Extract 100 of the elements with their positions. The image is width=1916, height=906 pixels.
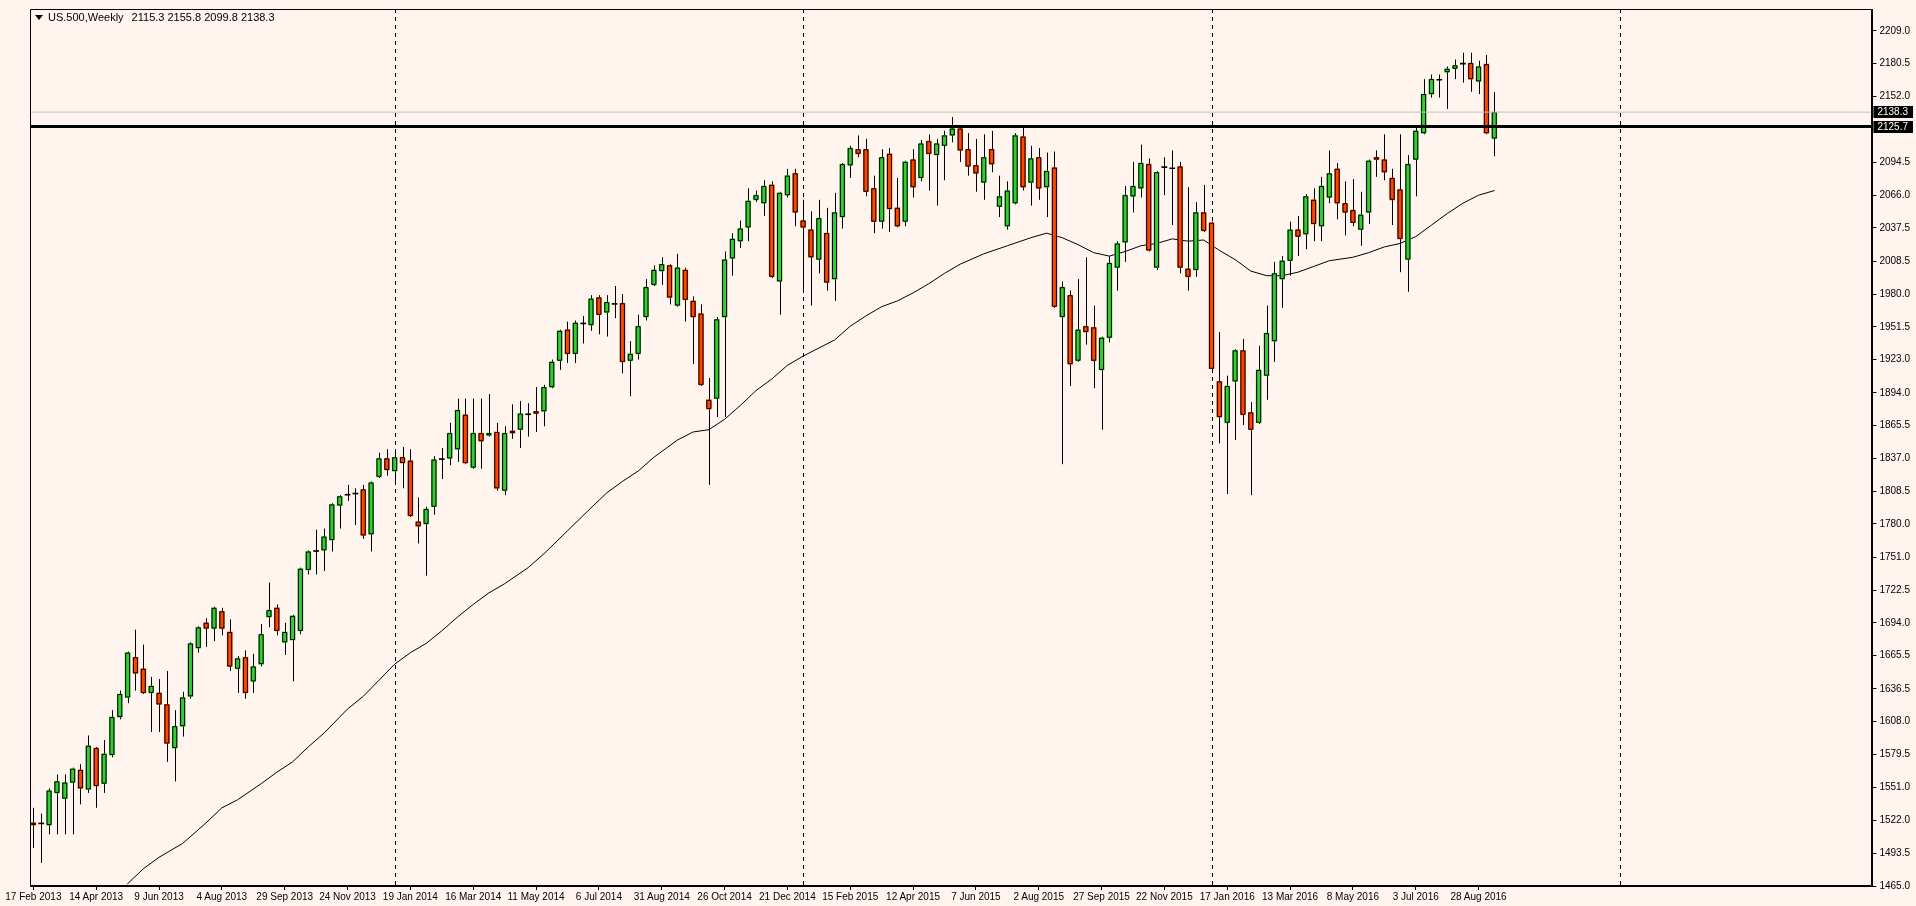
x-tick-label: 7 Jun 2015: [951, 890, 1002, 902]
candlestick: [171, 709, 178, 782]
candlestick: [517, 400, 524, 449]
candlestick: [839, 162, 846, 230]
x-tick-label: 28 Aug 2016: [1450, 890, 1508, 902]
candlestick: [1271, 261, 1278, 363]
candlestick: [525, 402, 532, 438]
y-tick-label: 1636.5: [1879, 682, 1911, 694]
candlestick: [1106, 255, 1113, 343]
candlestick: [1310, 187, 1317, 242]
candlestick: [281, 622, 288, 656]
candlestick: [368, 480, 374, 553]
candlestick: [266, 582, 272, 628]
candlestick: [1192, 201, 1199, 278]
candlestick: [556, 329, 563, 371]
y-tick-label: 1951.5: [1879, 320, 1911, 332]
candlestick: [596, 294, 602, 335]
candlestick: [1373, 149, 1380, 178]
candlestick: [878, 148, 885, 230]
candlestick: [77, 763, 84, 805]
candlestick: [910, 148, 916, 198]
candlestick: [1090, 305, 1097, 389]
candlestick: [941, 130, 948, 181]
candlestick: [140, 644, 147, 695]
candlestick: [415, 497, 422, 544]
candlestick: [933, 138, 940, 207]
x-tick-label: 22 Nov 2015: [1136, 890, 1194, 902]
y-tick-label: 2180.5: [1879, 57, 1911, 69]
candlestick: [54, 774, 60, 835]
candlestick: [399, 446, 406, 489]
candlestick: [289, 614, 296, 682]
chart-subtitle: 2115.3 2155.8 2099.8 2138.3: [131, 11, 275, 24]
candlestick: [478, 398, 484, 470]
candlestick: [1302, 193, 1309, 250]
candlestick: [1318, 176, 1325, 242]
candlestick: [376, 452, 382, 479]
y-tick-label: 2094.5: [1879, 156, 1911, 168]
candlestick: [226, 618, 233, 672]
y-tick-label: 1980.0: [1879, 287, 1911, 299]
y-tick-label: 1522.0: [1879, 814, 1911, 826]
x-tick-label: 17 Jan 2016: [1199, 890, 1256, 902]
candlestick: [242, 649, 249, 700]
candlestick: [1452, 59, 1458, 80]
x-tick-label: 15 Feb 2015: [822, 890, 879, 902]
candlestick: [870, 175, 877, 234]
y-tick-label: 1837.0: [1879, 452, 1911, 464]
candlestick: [1381, 133, 1388, 181]
candlestick: [533, 386, 539, 433]
x-tick-label: 14 Apr 2013: [69, 890, 124, 902]
candlestick: [407, 448, 414, 518]
candlestick: [760, 179, 767, 217]
candlestick: [823, 207, 830, 292]
candlestick: [93, 746, 100, 809]
ref-line-label: 2125.7: [1877, 121, 1909, 133]
candlestick: [1232, 348, 1238, 441]
candlestick: [1255, 345, 1262, 425]
candlestick: [1114, 240, 1121, 292]
x-tick-label: 8 May 2016: [1326, 890, 1380, 902]
candlestick: [619, 293, 626, 374]
candlestick: [234, 655, 241, 694]
candlestick: [219, 607, 225, 636]
candlestick: [847, 145, 854, 179]
candlestick: [831, 192, 838, 302]
candlestick: [886, 147, 893, 233]
candlestick: [1035, 147, 1042, 201]
candlestick: [784, 168, 791, 198]
candlestick: [1043, 152, 1050, 218]
candlestick: [988, 130, 995, 173]
x-tick-label: 21 Dec 2014: [759, 890, 817, 902]
candlestick: [305, 549, 312, 576]
candlestick: [1240, 338, 1246, 426]
candlestick: [164, 670, 170, 763]
x-tick-label: 4 Aug 2013: [196, 890, 248, 902]
candlestick: [1083, 256, 1089, 346]
candlestick: [925, 133, 932, 192]
candlestick: [611, 285, 618, 319]
candlestick: [815, 199, 822, 274]
candlestick: [627, 340, 634, 397]
candlestick: [682, 267, 689, 323]
x-tick-label: 11 May 2014: [507, 890, 566, 902]
candlestick: [1028, 145, 1034, 207]
candlestick: [493, 422, 500, 492]
candlestick: [148, 676, 155, 733]
candlestick: [1444, 65, 1450, 110]
candlestick: [855, 134, 861, 158]
y-tick-label: 1894.0: [1879, 386, 1911, 398]
candlestick: [274, 603, 280, 636]
candlestick: [729, 232, 736, 277]
candlestick: [698, 303, 704, 387]
candlestick: [132, 629, 139, 692]
candlestick: [1467, 52, 1474, 93]
y-tick-label: 1493.5: [1879, 846, 1911, 858]
candlestick: [423, 506, 429, 577]
y-tick-label: 2152.0: [1879, 90, 1911, 102]
candlestick: [85, 734, 92, 794]
candlestick: [179, 691, 186, 738]
candlestick: [713, 316, 720, 418]
ref-line-label: 2138.3: [1877, 106, 1909, 118]
x-tick-label: 12 Apr 2015: [886, 890, 941, 902]
candlestick: [1389, 168, 1396, 226]
